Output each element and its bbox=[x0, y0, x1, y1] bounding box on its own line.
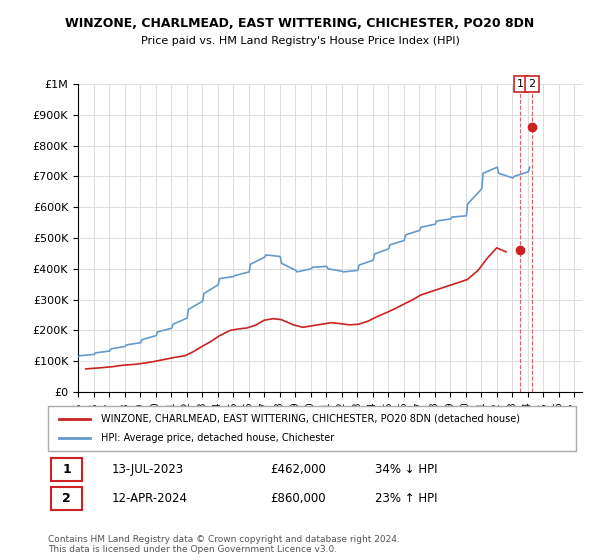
Text: 1: 1 bbox=[517, 79, 524, 89]
Text: 23% ↑ HPI: 23% ↑ HPI bbox=[376, 492, 438, 505]
Text: WINZONE, CHARLMEAD, EAST WITTERING, CHICHESTER, PO20 8DN (detached house): WINZONE, CHARLMEAD, EAST WITTERING, CHIC… bbox=[101, 413, 520, 423]
Text: Price paid vs. HM Land Registry's House Price Index (HPI): Price paid vs. HM Land Registry's House … bbox=[140, 36, 460, 46]
Text: 2: 2 bbox=[529, 79, 536, 89]
Text: Contains HM Land Registry data © Crown copyright and database right 2024.
This d: Contains HM Land Registry data © Crown c… bbox=[48, 535, 400, 554]
Text: £462,000: £462,000 bbox=[270, 463, 326, 476]
FancyBboxPatch shape bbox=[50, 458, 82, 481]
Text: £860,000: £860,000 bbox=[270, 492, 325, 505]
Text: 1: 1 bbox=[62, 463, 71, 476]
Text: WINZONE, CHARLMEAD, EAST WITTERING, CHICHESTER, PO20 8DN: WINZONE, CHARLMEAD, EAST WITTERING, CHIC… bbox=[65, 17, 535, 30]
Text: 13-JUL-2023: 13-JUL-2023 bbox=[112, 463, 184, 476]
Text: 2: 2 bbox=[62, 492, 71, 505]
Text: HPI: Average price, detached house, Chichester: HPI: Average price, detached house, Chic… bbox=[101, 433, 334, 444]
FancyBboxPatch shape bbox=[50, 487, 82, 510]
FancyBboxPatch shape bbox=[48, 406, 576, 451]
Text: 12-APR-2024: 12-APR-2024 bbox=[112, 492, 187, 505]
Text: 34% ↓ HPI: 34% ↓ HPI bbox=[376, 463, 438, 476]
